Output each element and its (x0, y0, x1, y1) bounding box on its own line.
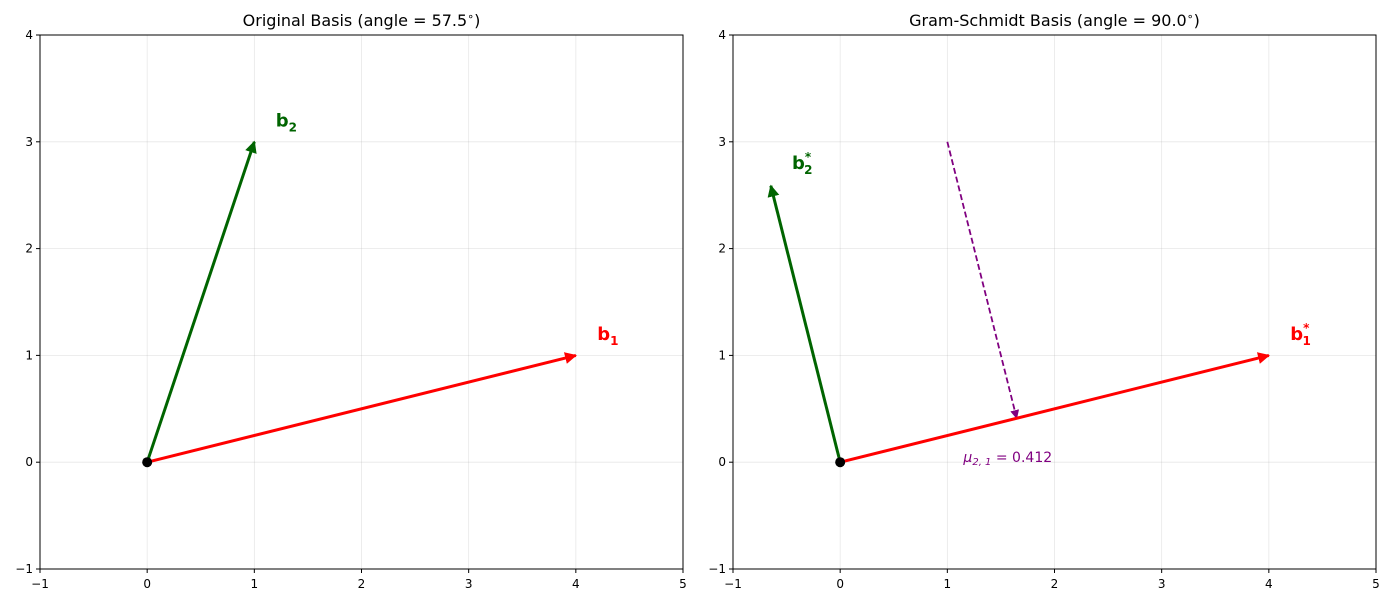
x-tick-label: 2 (1051, 577, 1059, 591)
y-tick-label: 4 (25, 28, 33, 42)
vector-b1-star (839, 352, 1270, 464)
mu-symbol: μ (962, 450, 972, 466)
vector-label: b2 (276, 110, 297, 134)
mu-subscript: 2, 1 (972, 457, 991, 468)
vector-label-sup: * (805, 150, 812, 164)
vector-label-sub: 2 (289, 120, 297, 134)
x-tick-label: 4 (572, 577, 580, 591)
x-tick-label: −1 (724, 577, 742, 591)
mu-annotation: μ2, 1 = 0.412 (962, 450, 1052, 468)
vector-b2-star (767, 184, 842, 463)
x-tick-label: 5 (679, 577, 687, 591)
vector-label-main: b (276, 110, 289, 131)
x-tick-label: 0 (836, 577, 844, 591)
vector-label: b* 2 (792, 150, 813, 177)
chart-title-suffix: ) (474, 11, 480, 30)
x-tick-label: 4 (1265, 577, 1273, 591)
y-tick-label: 2 (718, 242, 726, 256)
x-tick-label: 2 (358, 577, 366, 591)
x-tick-label: 1 (251, 577, 259, 591)
chart-title: Original Basis (angle = 57.5∘) (243, 10, 481, 30)
y-tick-label: −1 (15, 562, 33, 576)
origin-point (835, 457, 846, 468)
y-tick-label: 3 (718, 135, 726, 149)
chart-panel-2: −1 0 1 2 3 4 5 −1 0 1 2 3 4 Gram-Schmidt Basis (angle… (708, 10, 1380, 591)
vector-label-sup: * (1303, 321, 1310, 335)
vector-label-sub: 2 (804, 163, 812, 177)
x-tick-label: −1 (31, 577, 49, 591)
y-tick-label: 2 (25, 242, 33, 256)
vector-label: b* 1 (1290, 321, 1311, 348)
x-tick-label: 0 (143, 577, 151, 591)
projection-arrow (946, 141, 1020, 420)
y-tick-label: 0 (718, 455, 726, 469)
y-tick-label: 1 (25, 348, 33, 362)
x-tick-label: 5 (1372, 577, 1380, 591)
chart-panel-1: −1 0 1 2 3 4 5 −1 0 1 2 3 4 Original Basis (angle = 5… (15, 10, 687, 591)
degree-symbol: ∘ (1187, 10, 1194, 23)
vector-b2 (145, 140, 257, 463)
x-tick-label: 3 (465, 577, 473, 591)
vector-label-main: b (792, 153, 805, 174)
y-tick-label: 0 (25, 455, 33, 469)
vector-label-main: b (1290, 324, 1303, 345)
origin-point (142, 457, 153, 468)
chart-title-suffix: ) (1194, 11, 1200, 30)
vector-b1 (146, 352, 577, 464)
y-tick-label: −1 (708, 562, 726, 576)
vector-label-main: b (597, 324, 610, 345)
y-tick-label: 4 (718, 28, 726, 42)
degree-symbol: ∘ (467, 10, 474, 23)
chart-title-text: Gram-Schmidt Basis (angle = 90.0 (909, 11, 1187, 30)
mu-value: = 0.412 (991, 450, 1052, 466)
vector-label: b1 (597, 324, 618, 348)
chart-title-text: Original Basis (angle = 57.5 (243, 11, 468, 30)
x-tick-label: 3 (1158, 577, 1166, 591)
vector-label-sub: 1 (610, 334, 618, 348)
y-tick-label: 3 (25, 135, 33, 149)
chart-title: Gram-Schmidt Basis (angle = 90.0∘) (909, 10, 1200, 30)
y-tick-label: 1 (718, 348, 726, 362)
x-tick-label: 1 (944, 577, 952, 591)
vector-label-sub: 1 (1302, 334, 1310, 348)
